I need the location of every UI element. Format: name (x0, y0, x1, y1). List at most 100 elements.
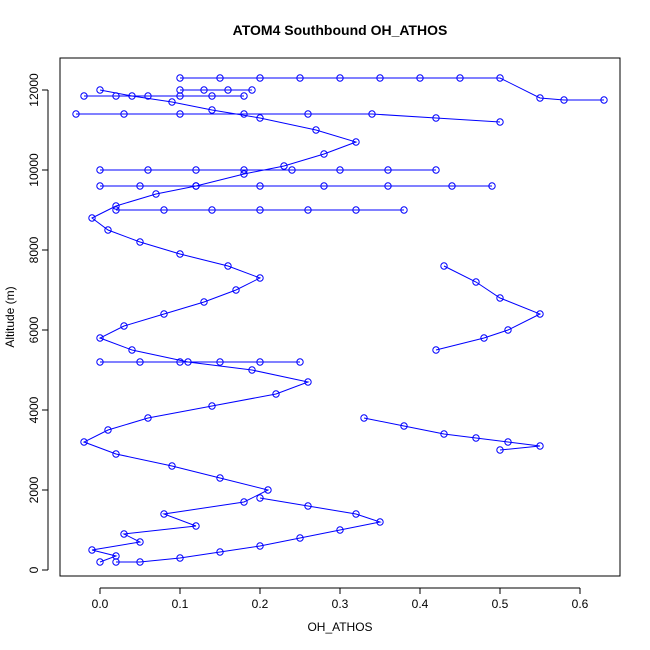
data-point (432, 166, 440, 174)
data-point (440, 430, 448, 438)
data-point (224, 262, 232, 270)
data-point (176, 250, 184, 258)
data-point (240, 166, 248, 174)
data-point (240, 110, 248, 118)
data-point (496, 74, 504, 82)
data-point (96, 182, 104, 190)
data-point (368, 110, 376, 118)
data-point (560, 96, 568, 104)
data-point (144, 166, 152, 174)
data-point (496, 118, 504, 126)
data-point (88, 546, 96, 554)
y-tick-label: 0 (27, 566, 41, 573)
data-point (144, 414, 152, 422)
data-point (352, 138, 360, 146)
data-point (432, 346, 440, 354)
data-point (256, 542, 264, 550)
data-point (400, 206, 408, 214)
x-tick-label: 0.2 (252, 597, 269, 611)
data-point (376, 518, 384, 526)
data-point (216, 474, 224, 482)
data-point (224, 86, 232, 94)
data-point (216, 358, 224, 366)
data-point (112, 92, 120, 100)
y-tick-label: 2000 (27, 476, 41, 503)
data-point (240, 170, 248, 178)
y-tick-label: 12000 (27, 73, 41, 107)
x-tick-label: 0.1 (172, 597, 189, 611)
data-point (400, 422, 408, 430)
data-point (288, 166, 296, 174)
data-point (208, 402, 216, 410)
y-tick-label: 10000 (27, 153, 41, 187)
data-point (232, 286, 240, 294)
data-point (112, 558, 120, 566)
data-point (144, 92, 152, 100)
data-point (136, 182, 144, 190)
data-point (496, 446, 504, 454)
data-point (80, 92, 88, 100)
series-line-2 (363, 417, 541, 451)
data-point (248, 366, 256, 374)
data-point (384, 166, 392, 174)
data-point (192, 166, 200, 174)
data-point (160, 310, 168, 318)
data-point (256, 74, 264, 82)
data-point (416, 74, 424, 82)
series-line-0 (82, 89, 358, 563)
series-line-3 (435, 265, 542, 351)
data-point (176, 554, 184, 562)
data-point (152, 190, 160, 198)
data-point (160, 206, 168, 214)
data-point (352, 206, 360, 214)
data-point (312, 126, 320, 134)
data-point (176, 110, 184, 118)
data-point (208, 92, 216, 100)
data-point (296, 534, 304, 542)
data-point (96, 166, 104, 174)
data-point (72, 110, 80, 118)
data-point (504, 438, 512, 446)
data-point (104, 226, 112, 234)
x-axis: 0.0 0.1 0.2 0.3 0.4 0.5 0.6 (92, 587, 589, 611)
data-point (256, 114, 264, 122)
series-line-4 (116, 497, 382, 563)
chart-title: ATOM4 Southbound OH_ATHOS (233, 22, 448, 38)
data-point (352, 510, 360, 518)
data-layer (72, 74, 608, 566)
x-axis-label: OH_ATHOS (307, 620, 372, 634)
data-point (168, 98, 176, 106)
x-tick-label: 0.5 (492, 597, 509, 611)
data-point (176, 74, 184, 82)
data-point (472, 434, 480, 442)
y-axis-label: Altitude (m) (3, 286, 17, 347)
data-point (272, 390, 280, 398)
data-point (240, 498, 248, 506)
data-point (296, 358, 304, 366)
data-point (432, 114, 440, 122)
data-point (384, 182, 392, 190)
data-point (600, 96, 608, 104)
data-point (440, 262, 448, 270)
data-point (448, 182, 456, 190)
data-point (120, 322, 128, 330)
y-axis: 0 2000 4000 6000 8000 10000 12000 (27, 73, 49, 573)
y-tick-label: 6000 (27, 316, 41, 343)
data-point (96, 558, 104, 566)
data-point (496, 294, 504, 302)
data-point (88, 214, 96, 222)
data-point (200, 86, 208, 94)
data-point (336, 526, 344, 534)
data-point (256, 274, 264, 282)
data-point (96, 334, 104, 342)
x-tick-label: 0.0 (92, 597, 109, 611)
data-point (320, 182, 328, 190)
data-point (304, 110, 312, 118)
data-point (480, 334, 488, 342)
data-point (240, 92, 248, 100)
data-point (536, 310, 544, 318)
data-point (80, 438, 88, 446)
data-point (256, 206, 264, 214)
data-point (208, 106, 216, 114)
data-point (216, 548, 224, 556)
